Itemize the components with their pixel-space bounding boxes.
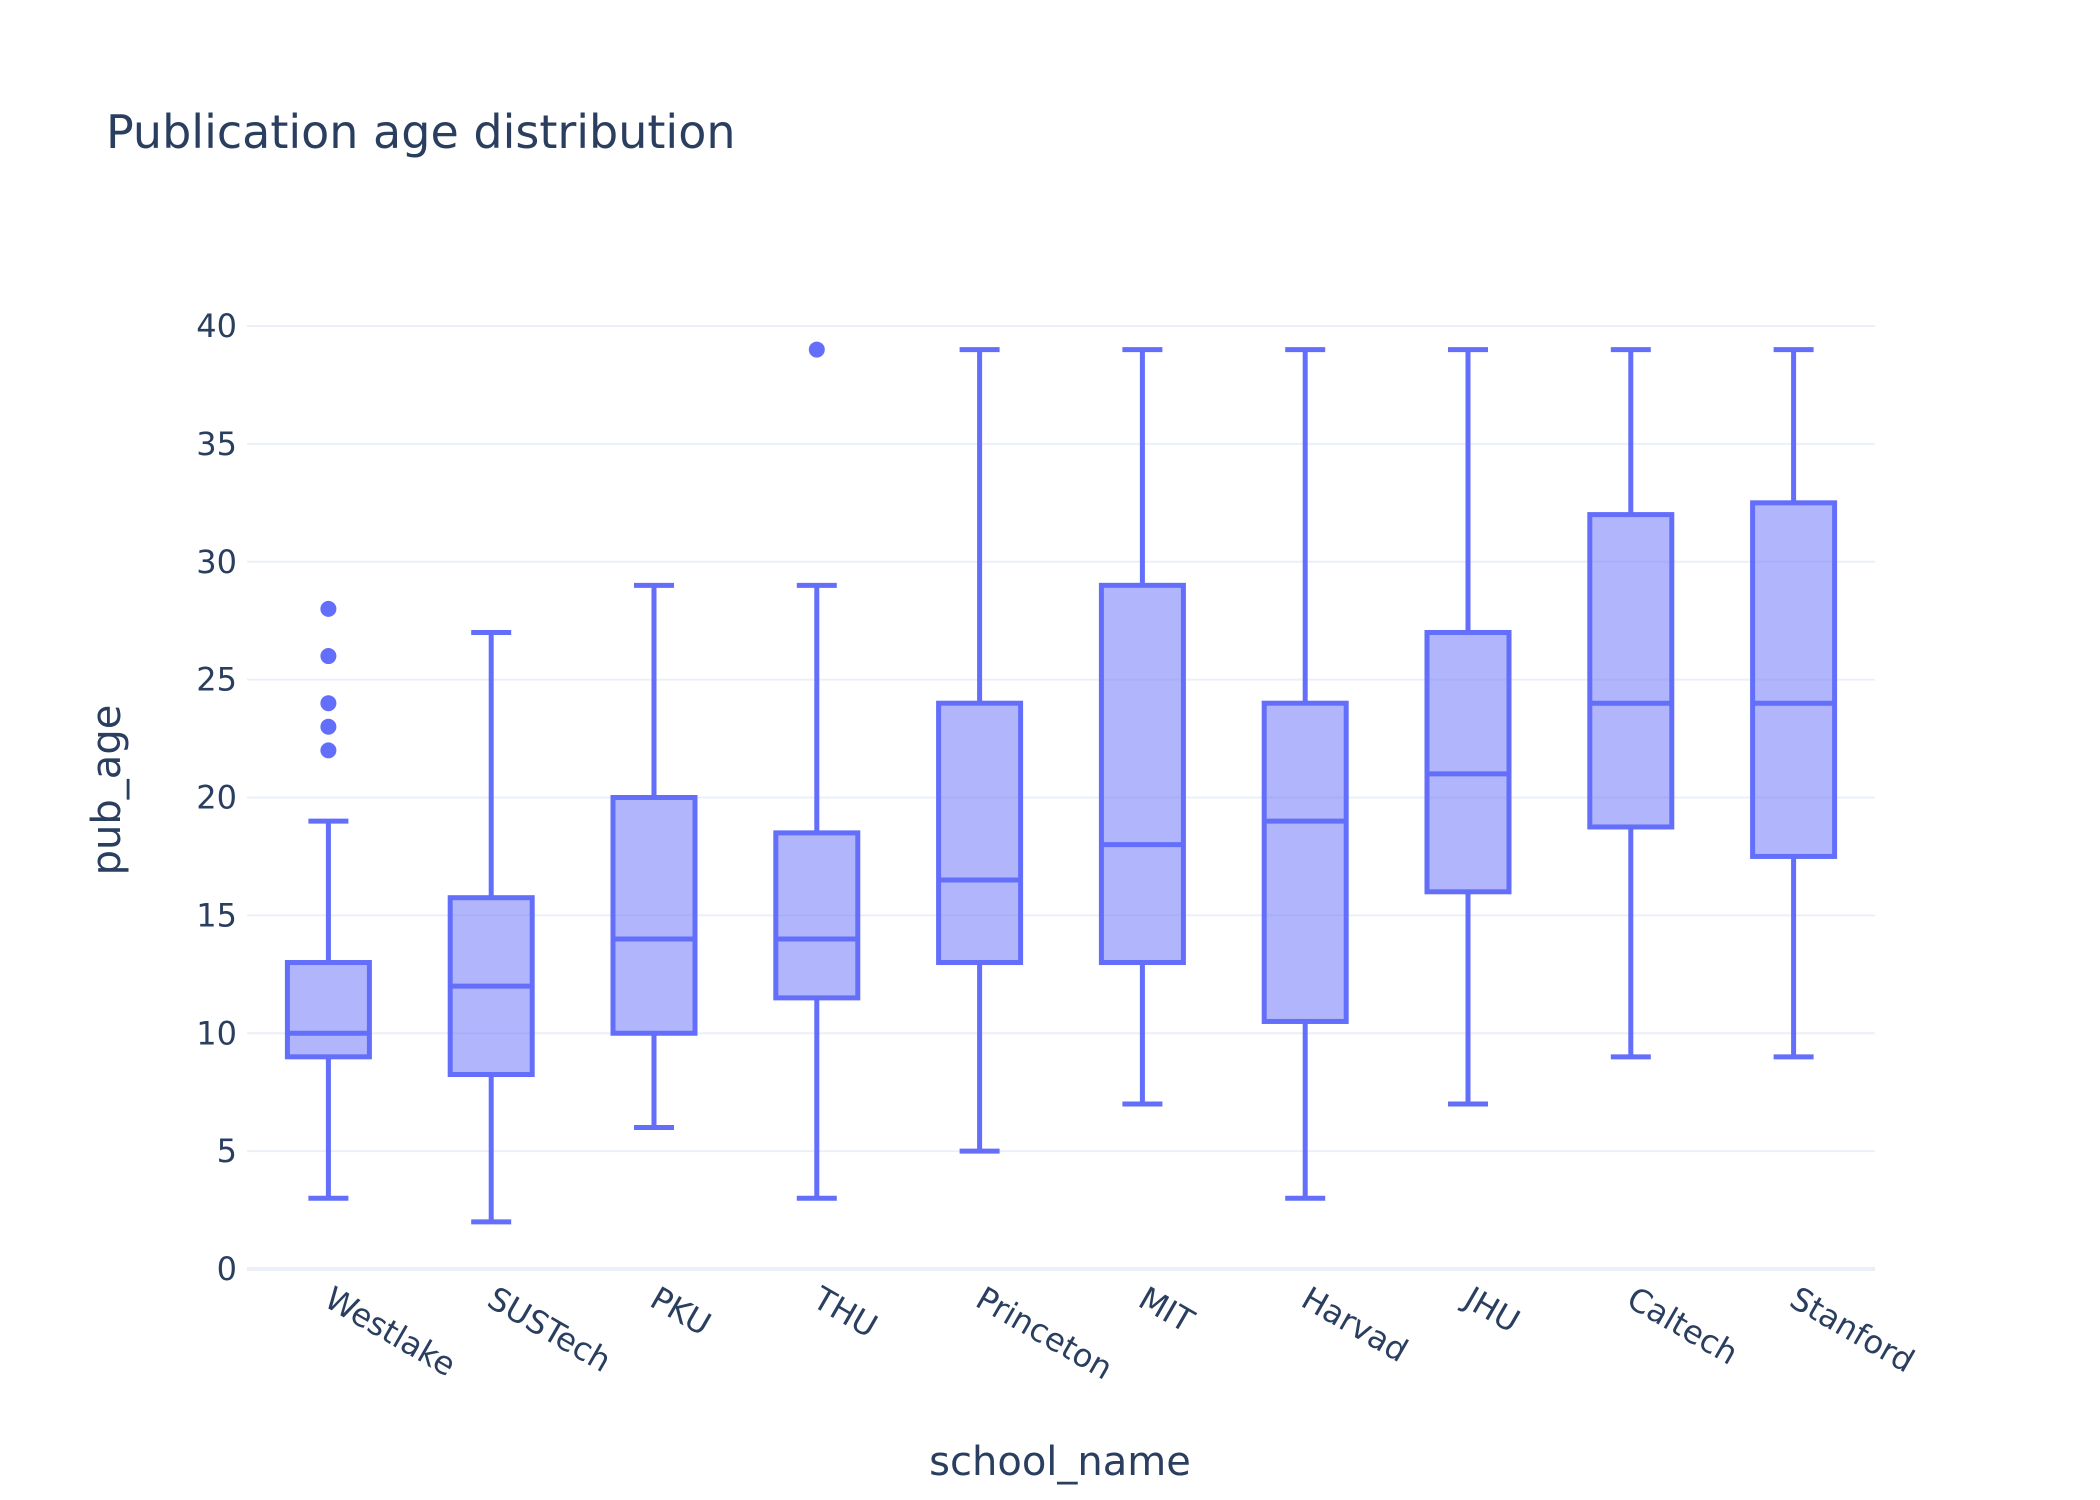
x-tick-label: Caltech	[1621, 1279, 1745, 1372]
y-tick-label: 35	[196, 425, 237, 463]
box-pku[interactable]	[610, 582, 698, 1131]
x-axis-title: school_name	[929, 1439, 1191, 1485]
box-thu[interactable]	[773, 341, 861, 1201]
x-tick-label: Harvad	[1295, 1279, 1414, 1370]
box-harvad[interactable]	[1261, 347, 1349, 1201]
x-tick-label: Stanford	[1784, 1279, 1921, 1380]
y-tick-label: 15	[196, 896, 237, 934]
outlier-point	[320, 648, 337, 665]
outlier-point	[320, 718, 337, 735]
x-tick-label: THU	[806, 1279, 884, 1346]
box-stanford[interactable]	[1750, 347, 1838, 1060]
box-westlake[interactable]	[284, 600, 372, 1201]
iqr-box	[284, 960, 372, 1060]
iqr-box	[610, 795, 698, 1036]
chart-title: Publication age distribution	[106, 105, 736, 159]
y-tick-label: 40	[196, 307, 237, 345]
iqr-box	[1750, 500, 1838, 859]
box-princeton[interactable]	[936, 347, 1024, 1154]
y-axis-title: pub_age	[84, 705, 130, 876]
x-tick-label: SUSTech	[481, 1279, 618, 1380]
y-tick-label: 20	[196, 779, 237, 817]
outlier-point	[320, 600, 337, 617]
box-sustech[interactable]	[447, 629, 535, 1225]
iqr-box	[773, 830, 861, 1001]
x-tick-label: Westlake	[318, 1279, 462, 1384]
y-tick-labels: 0 5 10 15 20 25 30 35 40	[196, 307, 237, 1288]
box-caltech[interactable]	[1587, 347, 1675, 1060]
outlier-point	[320, 695, 337, 712]
x-tick-label: PKU	[644, 1279, 717, 1343]
box-mit[interactable]	[1098, 347, 1186, 1107]
y-tick-label: 0	[217, 1250, 237, 1288]
x-tick-label: JHU	[1456, 1278, 1526, 1340]
y-tick-label: 5	[217, 1132, 237, 1170]
iqr-box	[1098, 582, 1186, 966]
iqr-box	[936, 700, 1024, 966]
iqr-box	[1424, 629, 1512, 895]
boxes-layer	[284, 341, 1838, 1225]
iqr-box	[1261, 700, 1349, 1024]
y-tick-label: 25	[196, 661, 237, 699]
iqr-box	[1587, 512, 1675, 830]
x-tick-label: Princeton	[970, 1279, 1120, 1387]
y-tick-label: 30	[196, 543, 237, 581]
outlier-point	[808, 341, 825, 358]
x-tick-labels: Westlake SUSTech PKU THU Princeton MIT Harvad J…	[318, 1278, 1920, 1387]
outlier-point	[320, 742, 337, 759]
box-jhu[interactable]	[1424, 347, 1512, 1107]
x-tick-label: MIT	[1132, 1279, 1200, 1340]
y-tick-label: 10	[196, 1014, 237, 1052]
